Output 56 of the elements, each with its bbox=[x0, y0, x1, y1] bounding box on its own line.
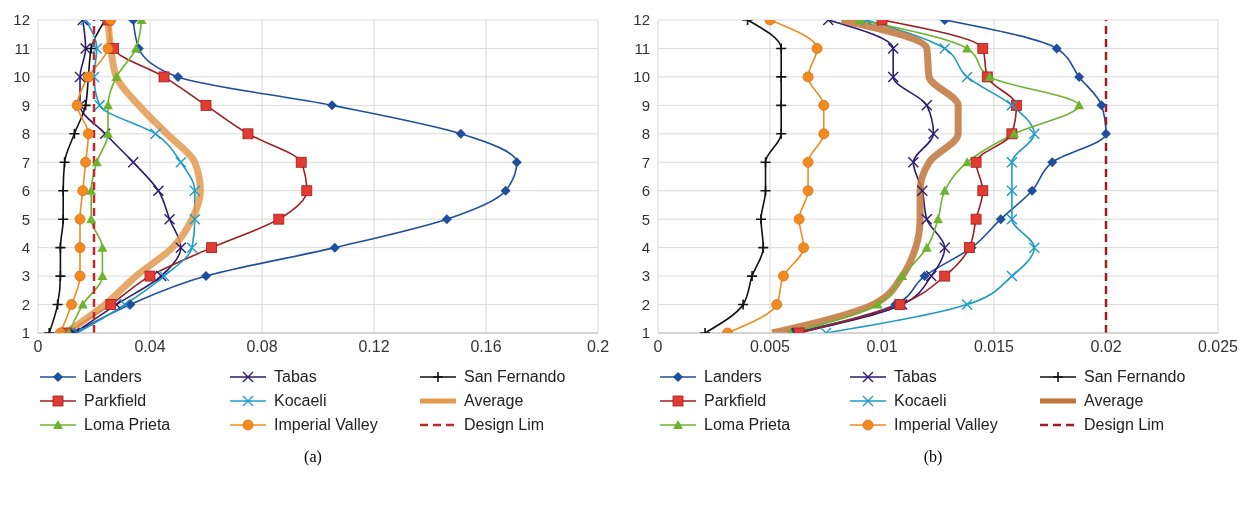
x-tick-label: 0.16 bbox=[470, 338, 502, 356]
legend-label: Average bbox=[1084, 392, 1144, 410]
legend-label: Design Lim bbox=[464, 416, 545, 434]
y-tick-label: 4 bbox=[641, 238, 650, 256]
y-tick-label: 12 bbox=[633, 11, 650, 29]
legend-label: Tabas bbox=[894, 368, 937, 386]
y-tick-label: 2 bbox=[641, 295, 650, 313]
legend-label: Tabas bbox=[274, 368, 317, 386]
legend-label: Loma Prieta bbox=[704, 416, 791, 434]
y-tick-label: 5 bbox=[641, 210, 650, 228]
y-tick-label: 12 bbox=[13, 11, 30, 29]
legend-label: San Fernando bbox=[464, 368, 566, 386]
x-tick-label: 0.01 bbox=[866, 338, 898, 356]
x-tick-label: 0.08 bbox=[246, 338, 278, 356]
legend-label: Design Lim bbox=[1084, 416, 1165, 434]
legend-label: Parkfield bbox=[704, 392, 767, 410]
x-tick-label: 0 bbox=[33, 338, 43, 356]
legend-label: Landers bbox=[84, 368, 142, 386]
y-tick-label: 3 bbox=[641, 267, 650, 285]
y-tick-label: 10 bbox=[13, 68, 30, 86]
y-tick-label: 9 bbox=[641, 96, 650, 114]
legend-label: Landers bbox=[704, 368, 762, 386]
y-tick-label: 2 bbox=[21, 295, 30, 313]
y-tick-label: 4 bbox=[21, 238, 30, 256]
x-tick-label: 0.025 bbox=[1197, 338, 1239, 356]
x-tick-label: 0.04 bbox=[134, 338, 166, 356]
y-tick-label: 7 bbox=[21, 153, 30, 171]
legend-label: Parkfield bbox=[84, 392, 147, 410]
x-tick-label: 0.12 bbox=[358, 338, 390, 356]
legend-label: San Fernando bbox=[1084, 368, 1186, 386]
legend-label: Kocaeli bbox=[274, 392, 327, 410]
y-tick-label: 5 bbox=[21, 210, 30, 228]
text: (b) bbox=[922, 448, 944, 466]
y-tick-label: 8 bbox=[21, 125, 30, 143]
y-tick-label: 8 bbox=[641, 125, 650, 143]
y-tick-label: 11 bbox=[634, 39, 650, 57]
legend-label: Average bbox=[464, 392, 524, 410]
legend-label: Imperial Valley bbox=[274, 416, 378, 434]
legend-label: Kocaeli bbox=[894, 392, 947, 410]
x-tick-label: 0.015 bbox=[973, 338, 1015, 356]
text: (a) bbox=[303, 448, 323, 466]
y-tick-label: 6 bbox=[21, 182, 30, 200]
y-tick-label: 10 bbox=[633, 68, 650, 86]
legend-label: Loma Prieta bbox=[84, 416, 171, 434]
y-tick-label: 1 bbox=[21, 324, 30, 342]
y-tick-label: 9 bbox=[21, 96, 30, 114]
x-tick-label: 0 bbox=[653, 338, 663, 356]
legend-label: Imperial Valley bbox=[894, 416, 998, 434]
y-tick-label: 7 bbox=[641, 153, 650, 171]
x-tick-label: 0.2 bbox=[586, 338, 610, 356]
y-tick-label: 6 bbox=[641, 182, 650, 200]
y-tick-label: 1 bbox=[641, 324, 650, 342]
y-tick-label: 11 bbox=[14, 39, 30, 57]
x-tick-label: 0.02 bbox=[1090, 338, 1122, 356]
x-tick-label: 0.005 bbox=[749, 338, 791, 356]
y-tick-label: 3 bbox=[21, 267, 30, 285]
